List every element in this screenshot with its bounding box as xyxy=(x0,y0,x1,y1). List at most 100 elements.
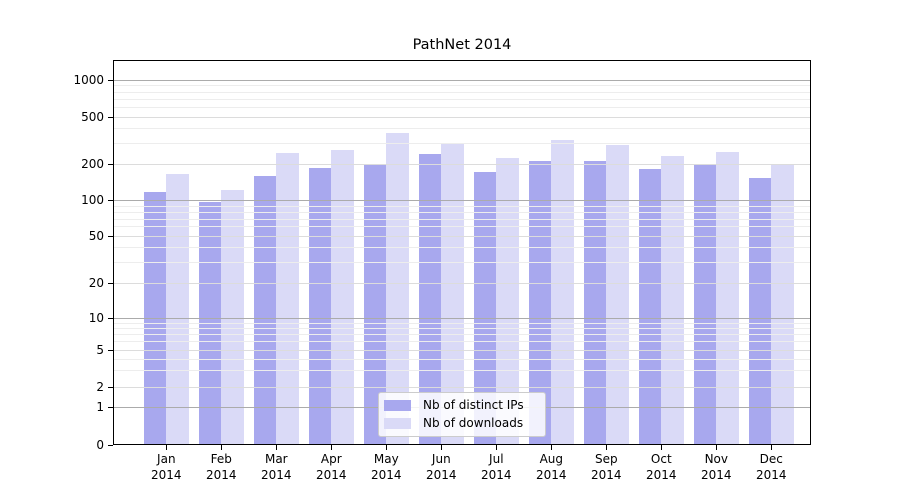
gridline-5 xyxy=(114,349,810,351)
gridline-7 xyxy=(114,334,810,336)
x-tick-label-apr: Apr 2014 xyxy=(316,452,347,482)
x-tick-apr xyxy=(331,445,333,450)
y-tick-label-1: 1 xyxy=(96,400,104,415)
x-tick-jul xyxy=(496,445,498,450)
x-tick-aug xyxy=(551,445,553,450)
y-tick-50 xyxy=(108,235,113,237)
bar-ips-dec xyxy=(749,177,772,444)
x-tick-jun xyxy=(441,445,443,450)
x-tick-label-jan: Jan 2014 xyxy=(151,452,182,482)
gridline-50 xyxy=(114,235,810,237)
gridline-200 xyxy=(114,164,810,166)
x-tick-label-nov: Nov 2014 xyxy=(701,452,732,482)
y-tick-500 xyxy=(108,116,113,118)
y-tick-label-500: 500 xyxy=(81,109,104,124)
bar-downloads-feb xyxy=(221,190,244,444)
x-tick-label-sep: Sep 2014 xyxy=(591,452,622,482)
gridline-90 xyxy=(114,205,810,207)
plot-area: Nb of distinct IPs Nb of downloads xyxy=(113,60,811,445)
y-tick-1 xyxy=(108,407,113,409)
legend-swatch-downloads-icon xyxy=(384,418,411,429)
gridline-80 xyxy=(114,211,810,213)
gridline-30 xyxy=(114,262,810,264)
x-tick-sep xyxy=(606,445,608,450)
legend-label-downloads: Nb of downloads xyxy=(423,416,524,430)
x-tick-label-jun: Jun 2014 xyxy=(426,452,457,482)
bar-downloads-may xyxy=(386,132,409,444)
y-tick-label-50: 50 xyxy=(88,228,104,243)
x-tick-feb xyxy=(221,445,223,450)
x-tick-label-dec: Dec 2014 xyxy=(756,452,787,482)
bar-downloads-dec xyxy=(771,164,794,444)
y-tick-100 xyxy=(108,200,113,202)
x-tick-nov xyxy=(716,445,718,450)
legend: Nb of distinct IPs Nb of downloads xyxy=(378,392,546,437)
chart-title: PathNet 2014 xyxy=(412,37,512,53)
bar-ips-sep xyxy=(584,160,607,444)
gridline-6 xyxy=(114,341,810,343)
gridline-60 xyxy=(114,226,810,228)
gridline-3 xyxy=(114,370,810,372)
bar-downloads-jul xyxy=(496,158,519,444)
y-tick-label-100: 100 xyxy=(81,193,104,208)
y-tick-label-10: 10 xyxy=(88,311,104,326)
grid-layer xyxy=(114,61,810,444)
y-tick-10 xyxy=(108,318,113,320)
gridline-8 xyxy=(114,328,810,330)
bars-layer xyxy=(114,61,810,444)
gridline-20 xyxy=(114,283,810,284)
x-tick-oct xyxy=(661,445,663,450)
y-tick-1000 xyxy=(108,79,113,81)
bar-downloads-aug xyxy=(551,139,574,444)
y-tick-200 xyxy=(108,164,113,166)
x-tick-label-aug: Aug 2014 xyxy=(536,452,567,482)
y-tick-20 xyxy=(108,283,113,284)
x-tick-label-oct: Oct 2014 xyxy=(646,452,677,482)
y-tick-0 xyxy=(108,444,113,446)
gridline-500 xyxy=(114,116,810,118)
y-tick-label-2: 2 xyxy=(96,379,104,394)
bar-ips-apr xyxy=(309,168,332,444)
bar-ips-aug xyxy=(529,160,552,444)
y-tick-label-5: 5 xyxy=(96,342,104,357)
gridline-40 xyxy=(114,247,810,249)
y-tick-label-1000: 1000 xyxy=(73,72,104,87)
y-tick-label-20: 20 xyxy=(88,276,104,290)
legend-label-distinct-ips: Nb of distinct IPs xyxy=(423,398,524,412)
x-tick-label-mar: Mar 2014 xyxy=(261,452,292,482)
gridline-1000 xyxy=(114,79,810,81)
x-tick-label-may: May 2014 xyxy=(371,452,402,482)
gridline-10 xyxy=(114,318,810,320)
gridline-600 xyxy=(114,107,810,109)
gridline-300 xyxy=(114,143,810,145)
bar-downloads-jan xyxy=(166,174,189,444)
gridline-700 xyxy=(114,98,810,100)
x-tick-label-jul: Jul 2014 xyxy=(481,452,512,482)
x-tick-mar xyxy=(276,445,278,450)
y-tick-5 xyxy=(108,349,113,351)
bar-ips-nov xyxy=(694,163,717,444)
y-tick-2 xyxy=(108,386,113,388)
x-tick-label-feb: Feb 2014 xyxy=(206,452,237,482)
bar-ips-mar xyxy=(254,176,277,444)
x-tick-dec xyxy=(771,445,773,450)
gridline-800 xyxy=(114,91,810,93)
gridline-9 xyxy=(114,323,810,325)
gridline-2 xyxy=(114,386,810,388)
y-tick-label-200: 200 xyxy=(81,157,104,172)
bar-downloads-oct xyxy=(661,155,684,444)
legend-swatch-ips-icon xyxy=(384,400,411,411)
gridline-900 xyxy=(114,85,810,87)
gridline-100 xyxy=(114,200,810,202)
y-tick-label-0: 0 xyxy=(96,437,104,452)
gridline-70 xyxy=(114,218,810,220)
gridline-400 xyxy=(114,128,810,130)
bar-ips-jul xyxy=(474,172,497,444)
bar-ips-oct xyxy=(639,168,662,444)
bar-ips-jan xyxy=(144,191,167,444)
bar-ips-may xyxy=(364,165,387,444)
x-tick-jan xyxy=(166,445,168,450)
x-tick-may xyxy=(386,445,388,450)
gridline-4 xyxy=(114,358,810,360)
legend-item-downloads: Nb of downloads xyxy=(384,417,539,430)
